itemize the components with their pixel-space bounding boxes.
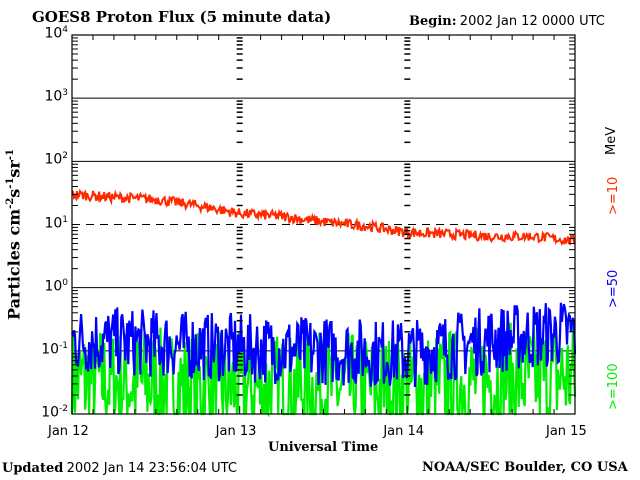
legend-ge10-text: >=10 bbox=[606, 176, 621, 215]
y-axis-label-part: sr bbox=[4, 160, 24, 178]
y-tick-base: 10 bbox=[41, 341, 60, 358]
legend-units-text: MeV bbox=[604, 126, 619, 155]
y-tick-exp: 0 bbox=[62, 277, 68, 288]
series-line-ge10 bbox=[71, 188, 576, 247]
y-tick-label: 10-2 bbox=[41, 404, 68, 421]
chart-title: GOES8 Proton Flux (5 minute data) bbox=[32, 8, 332, 26]
y-tick-base: 10 bbox=[44, 25, 63, 42]
y-tick-base: 10 bbox=[44, 278, 63, 295]
y-axis-label-sup: -2 bbox=[5, 197, 17, 209]
y-tick-exp: -1 bbox=[59, 340, 68, 351]
legend-ge100-text: >=100 bbox=[606, 363, 621, 410]
x-tick-label: Jan 14 bbox=[383, 424, 425, 439]
x-tick-label: Jan 15 bbox=[546, 424, 587, 439]
begin-label: Begin: bbox=[409, 14, 457, 29]
y-tick-label: 103 bbox=[44, 88, 68, 105]
y-tick-exp: -2 bbox=[59, 404, 68, 414]
x-tick-label: Jan 12 bbox=[48, 424, 89, 439]
y-tick-label: 10-1 bbox=[41, 341, 68, 358]
ticks bbox=[72, 35, 575, 414]
y-tick-exp: 4 bbox=[62, 25, 68, 35]
legend-ge10: >=10 bbox=[606, 177, 621, 215]
begin-line: Begin: 2002 Jan 12 0000 UTC bbox=[409, 13, 605, 29]
x-tick-label: Jan 13 bbox=[215, 424, 257, 439]
y-axis-label-sup: -1 bbox=[5, 177, 17, 189]
y-axis-label-part: Particles cm bbox=[4, 208, 24, 320]
y-tick-base: 10 bbox=[44, 88, 63, 105]
y-tick-exp: 2 bbox=[62, 151, 68, 162]
updated-value: 2002 Jan 14 23:56:04 UTC bbox=[66, 461, 237, 476]
y-tick-label: 101 bbox=[44, 215, 68, 232]
y-tick-base: 10 bbox=[44, 151, 63, 168]
begin-value: 2002 Jan 12 0000 UTC bbox=[459, 14, 605, 29]
y-tick-label: 104 bbox=[44, 25, 68, 42]
updated-label: Updated bbox=[2, 461, 64, 476]
updated-line: Updated 2002 Jan 14 23:56:04 UTC bbox=[2, 460, 237, 476]
x-axis-label: Universal Time bbox=[268, 440, 379, 455]
y-axis-label-sup: -1 bbox=[5, 149, 17, 161]
legend-ge100: >=100 bbox=[606, 363, 621, 410]
y-tick-base: 10 bbox=[44, 215, 63, 232]
y-tick-base: 10 bbox=[41, 404, 60, 421]
y-tick-label: 102 bbox=[44, 151, 68, 168]
y-tick-exp: 3 bbox=[62, 88, 68, 99]
credit-text: NOAA/SEC Boulder, CO USA bbox=[422, 460, 628, 475]
legend-ge50: >=50 bbox=[606, 270, 621, 308]
y-axis-label-part: s bbox=[4, 188, 24, 198]
y-axis-label: Particles cm-2s-1sr-1 bbox=[5, 135, 24, 335]
y-tick-exp: 1 bbox=[62, 214, 68, 225]
legend-ge50-text: >=50 bbox=[606, 269, 621, 308]
y-tick-label: 100 bbox=[44, 278, 68, 295]
series-line-ge50 bbox=[71, 302, 577, 388]
